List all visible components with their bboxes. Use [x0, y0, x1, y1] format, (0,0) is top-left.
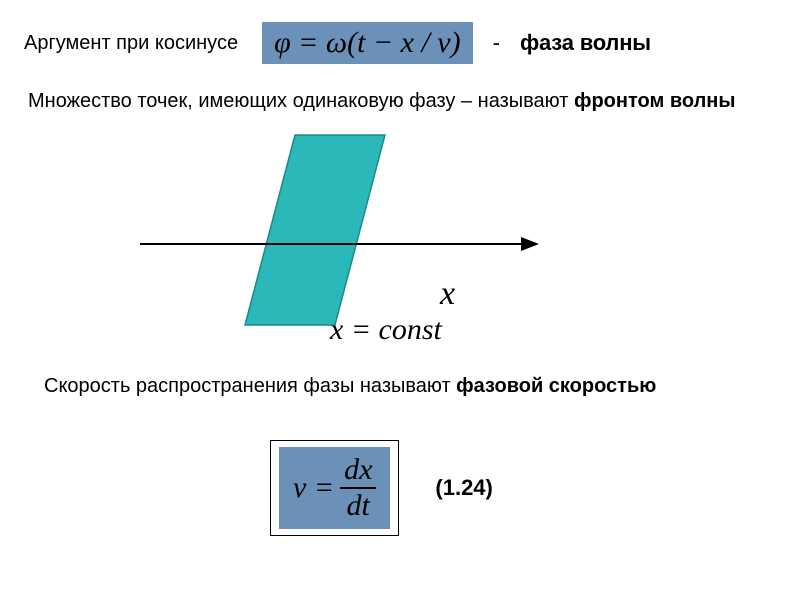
phase-label: фаза волны [520, 30, 651, 56]
phase-velocity-bold: фазовой скоростью [456, 375, 656, 397]
cosine-arg-label: Аргумент при косинусе [24, 32, 238, 55]
phase-velocity-def: Скорость распространения фазы называют ф… [44, 375, 784, 398]
phase-velocity-text: Скорость распространения фазы называют [44, 375, 456, 397]
wavefront-text: Множество точек, имеющих одинаковую фазу… [28, 90, 574, 112]
wavefront-plane [245, 135, 385, 325]
arrowhead-icon [521, 237, 539, 251]
formula-lhs: v = [293, 471, 334, 505]
wavefront-diagram [130, 130, 550, 330]
equation-number: (1.24) [435, 475, 492, 501]
phase-velocity-formula-row: v = dx dt (1.24) [270, 440, 493, 536]
x-axis-label: x [440, 275, 455, 313]
phase-formula: φ = ω(t − x / v) [262, 22, 473, 64]
phase-velocity-formula: v = dx dt [279, 447, 390, 529]
dash-sep: - [493, 30, 500, 56]
wavefront-definition: Множество точек, имеющих одинаковую фазу… [28, 90, 788, 113]
x-const-label: x = const [330, 313, 442, 347]
fraction-numerator: dx [340, 455, 376, 487]
fraction-denominator: dt [343, 489, 374, 521]
wavefront-bold: фронтом волны [574, 90, 735, 112]
formula-border: v = dx dt [270, 440, 399, 536]
fraction: dx dt [340, 455, 376, 521]
phase-definition-row: Аргумент при косинусе φ = ω(t − x / v) -… [0, 22, 800, 64]
